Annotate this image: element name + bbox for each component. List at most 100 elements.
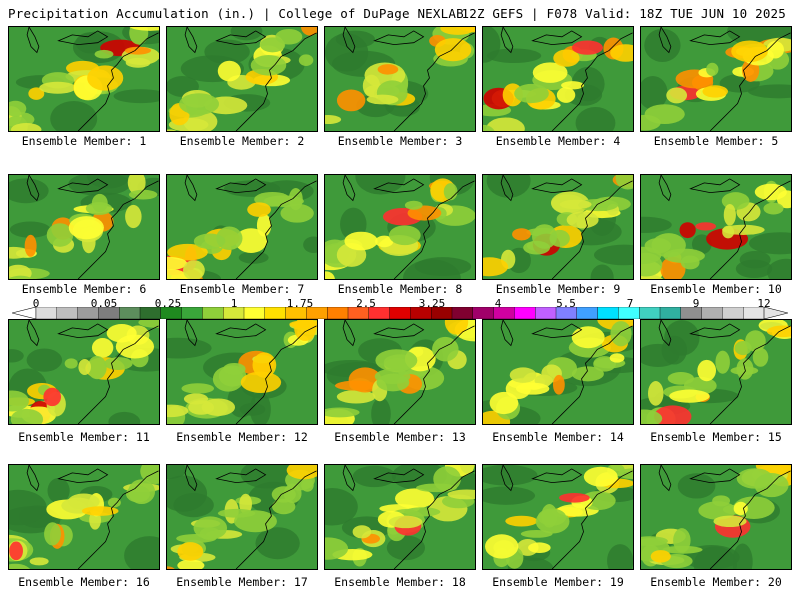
colorbar-segment	[202, 307, 224, 319]
coastline	[709, 325, 791, 424]
great-lakes-outline	[689, 468, 741, 484]
great-lakes-outline	[658, 175, 672, 202]
great-lakes-outline	[215, 468, 267, 484]
colorbar-segment	[243, 307, 266, 319]
colorbar-segment	[56, 307, 79, 319]
ensemble-member-caption: Ensemble Member: 4	[495, 134, 621, 148]
coastline	[393, 32, 475, 131]
ensemble-member-map	[482, 174, 634, 280]
great-lakes-outline	[531, 30, 583, 46]
coastline	[77, 32, 159, 131]
coastline	[551, 325, 633, 424]
coastline	[77, 325, 159, 424]
ensemble-member-caption: Ensemble Member: 18	[334, 575, 466, 589]
precipitation-field	[325, 175, 475, 279]
ensemble-member-caption: Ensemble Member: 14	[492, 430, 624, 444]
great-lakes-outline	[57, 178, 109, 194]
great-lakes-outline	[531, 178, 583, 194]
great-lakes-outline	[658, 465, 672, 492]
model-run-valid-time: 12Z GEFS | F078 Valid: 18Z TUE JUN 10 20…	[461, 6, 786, 21]
precipitation-field	[483, 320, 633, 424]
colorbar-segment	[535, 307, 557, 319]
precipitation-field	[167, 320, 317, 424]
coastline	[393, 325, 475, 424]
ensemble-member-map	[8, 319, 160, 425]
colorbar-tick-label: 4	[494, 297, 502, 310]
ensemble-member-map	[8, 26, 160, 132]
great-lakes-outline	[342, 175, 356, 202]
colorbar-segment	[514, 307, 536, 319]
great-lakes-outline	[184, 175, 198, 202]
coastline	[235, 470, 317, 569]
great-lakes-outline	[531, 468, 583, 484]
colorbar-tick-label: 2.5	[356, 297, 376, 310]
ensemble-member-caption: Ensemble Member: 11	[18, 430, 150, 444]
great-lakes-outline	[689, 323, 741, 339]
colorbar-tick-label: 12	[757, 297, 771, 310]
map-title: Precipitation Accumulation (in.) | Colle…	[8, 6, 464, 21]
great-lakes-outline	[26, 465, 40, 492]
coastline	[551, 470, 633, 569]
ensemble-member-map	[482, 319, 634, 425]
colorbar-segment	[701, 307, 723, 319]
great-lakes-outline	[373, 178, 425, 194]
colorbar-segment	[639, 307, 661, 319]
ensemble-member-map	[8, 174, 160, 280]
ensemble-member-caption: Ensemble Member: 13	[334, 430, 466, 444]
great-lakes-outline	[342, 465, 356, 492]
ensemble-member-caption: Ensemble Member: 17	[176, 575, 308, 589]
precipitation-field	[9, 320, 159, 424]
great-lakes-outline	[184, 27, 198, 54]
ensemble-member-caption: Ensemble Member: 3	[337, 134, 463, 148]
colorbar-tick-label: 0.25	[154, 297, 182, 310]
great-lakes-outline	[373, 323, 425, 339]
great-lakes-outline	[531, 323, 583, 339]
coastline	[235, 325, 317, 424]
great-lakes-outline	[373, 468, 425, 484]
great-lakes-outline	[184, 320, 198, 347]
precipitation-colorbar	[12, 307, 788, 319]
ensemble-member-caption: Ensemble Member: 5	[653, 134, 779, 148]
precipitation-field	[167, 465, 317, 569]
colorbar-segment	[181, 307, 203, 319]
colorbar-segment	[722, 307, 744, 319]
ensemble-member-caption: Ensemble Member: 6	[21, 282, 147, 296]
coastline	[393, 180, 475, 279]
ensemble-member-map	[166, 26, 318, 132]
great-lakes-outline	[57, 30, 109, 46]
colorbar-tick-label: 5.5	[556, 297, 576, 310]
ensemble-member-map	[324, 174, 476, 280]
ensemble-member-caption: Ensemble Member: 1	[21, 134, 147, 148]
ensemble-member-map	[166, 319, 318, 425]
ensemble-member-map	[640, 319, 792, 425]
precipitation-field	[483, 465, 633, 569]
great-lakes-outline	[373, 30, 425, 46]
ensemble-member-map	[640, 174, 792, 280]
colorbar-segment	[451, 307, 474, 319]
precipitation-field	[641, 27, 791, 131]
coastline	[393, 470, 475, 569]
precipitation-field	[9, 175, 159, 279]
coastline	[709, 32, 791, 131]
great-lakes-outline	[57, 323, 109, 339]
great-lakes-outline	[184, 465, 198, 492]
precipitation-field	[483, 175, 633, 279]
colorbar-tick-label: 3.25	[418, 297, 446, 310]
ensemble-member-map	[640, 464, 792, 570]
ensemble-member-caption: Ensemble Member: 19	[492, 575, 624, 589]
coastline	[77, 470, 159, 569]
ensemble-member-map	[166, 464, 318, 570]
ensemble-member-map	[324, 319, 476, 425]
precipitation-field	[483, 27, 633, 131]
colorbar-tick-label: 7	[626, 297, 634, 310]
precipitation-field	[167, 175, 317, 279]
coastline	[709, 470, 791, 569]
ensemble-member-map	[166, 174, 318, 280]
great-lakes-outline	[57, 468, 109, 484]
great-lakes-outline	[26, 320, 40, 347]
ensemble-member-map	[324, 464, 476, 570]
ensemble-member-map	[640, 26, 792, 132]
colorbar-tick-label: 1	[230, 297, 238, 310]
great-lakes-outline	[689, 178, 741, 194]
great-lakes-outline	[342, 320, 356, 347]
